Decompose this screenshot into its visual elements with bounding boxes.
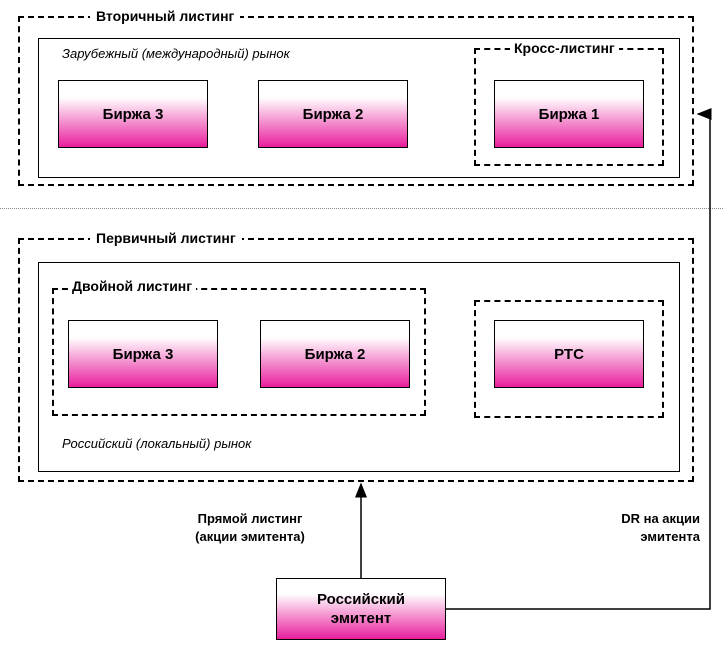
divider-line: [0, 208, 723, 209]
secondary-listing-label: Вторичный листинг: [90, 8, 240, 24]
exchange-box-top-1: Биржа 1: [494, 80, 644, 148]
direct-listing-line2: (акции эмитента): [195, 529, 305, 544]
exchange-box-top-2: Биржа 2: [258, 80, 408, 148]
primary-listing-label: Первичный листинг: [90, 230, 242, 246]
exchange-box-bottom-2: Биржа 2: [260, 320, 410, 388]
dual-listing-label: Двойной листинг: [68, 278, 196, 294]
dr-listing-line1: DR на акции: [621, 511, 700, 526]
exchange-box-top-3: Биржа 3: [58, 80, 208, 148]
cross-listing-label: Кросс-листинг: [510, 40, 619, 56]
russian-market-label: Российский (локальный) рынок: [58, 436, 255, 451]
dr-listing-line2: эмитента: [640, 529, 700, 544]
exchange-box-rts: РТС: [494, 320, 644, 388]
direct-listing-label: Прямой листинг (акции эмитента): [170, 510, 330, 546]
exchange-box-bottom-3: Биржа 3: [68, 320, 218, 388]
issuer-box: Российскийэмитент: [276, 578, 446, 640]
issuer-label: Российскийэмитент: [317, 590, 405, 629]
dr-listing-label: DR на акции эмитента: [580, 510, 700, 546]
foreign-market-label: Зарубежный (международный) рынок: [58, 46, 294, 61]
direct-listing-line1: Прямой листинг: [198, 511, 303, 526]
